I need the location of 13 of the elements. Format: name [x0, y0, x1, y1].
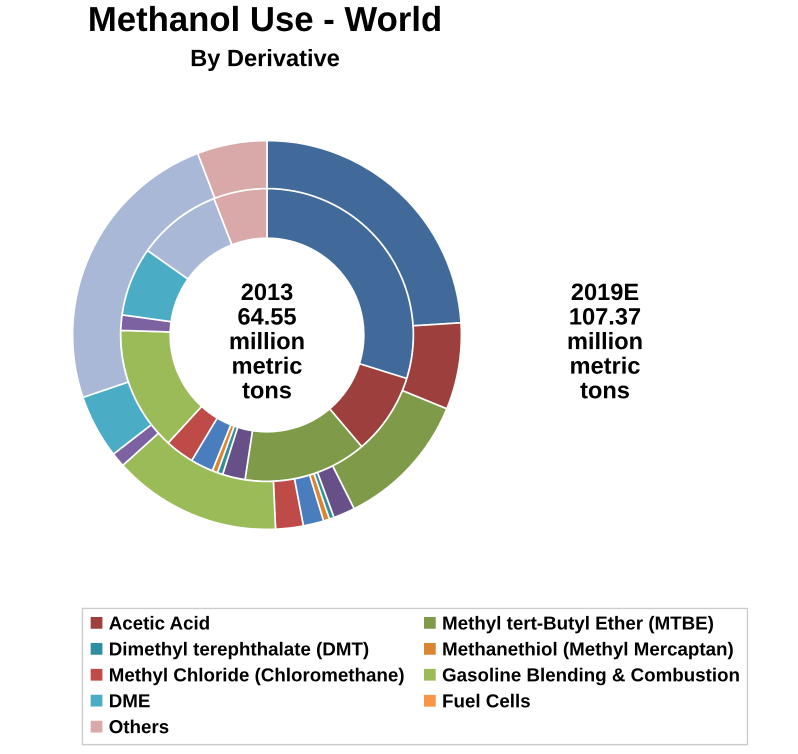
legend-label: DME — [110, 694, 150, 708]
legend-label: Dimethyl terephthalate (DMT) — [110, 642, 368, 660]
text: 2019E 107.37 million metric tons — [568, 283, 642, 398]
legend-label: Methyl Chloride (Chloromethane) — [110, 668, 404, 686]
legend-label: Others — [109, 720, 168, 734]
legend-label: Methyl tert-Butyl Ether (MTBE) — [443, 616, 713, 634]
legend-label: Methanethiol (Methyl Mercaptan) — [443, 642, 733, 660]
legend-label: Acetic Acid — [109, 616, 209, 630]
text: 2013 64.55 million metric tons — [230, 283, 304, 398]
chart-subtitle: By Derivative — [192, 48, 340, 72]
legend-label: Gasoline Blending & Combustion — [442, 668, 739, 686]
chart-title: Methanol Use - World — [90, 6, 440, 32]
legend-label: Fuel Cells — [443, 694, 530, 708]
